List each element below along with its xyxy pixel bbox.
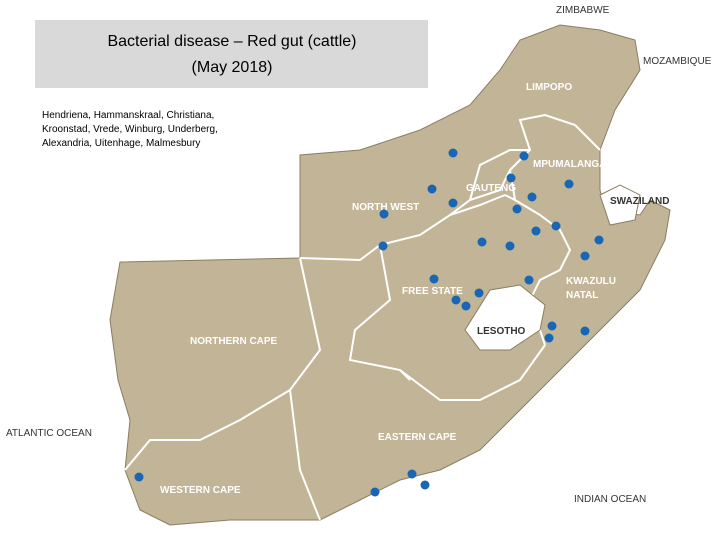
province-label: LIMPOPO	[526, 82, 572, 93]
towns: Kroonstad, Vrede, Winburg, Underberg,	[42, 124, 218, 135]
province-label: KWAZULU	[566, 276, 616, 287]
province-label: NATAL	[566, 290, 598, 301]
ocean-label: ATLANTIC OCEAN	[6, 428, 92, 439]
lesotho-shape	[464, 284, 546, 351]
country-shape	[109, 24, 671, 526]
outbreak-dots	[134, 148, 604, 497]
towns: Alexandria, Uitenhage, Malmesbury	[42, 138, 200, 149]
title: Bacterial disease – Red gut (cattle)	[107, 33, 356, 50]
province-label: MPUMALANGA	[533, 159, 606, 170]
province-label: NORTHERN CAPE	[190, 336, 278, 347]
country-label: LESOTHO	[477, 326, 526, 337]
swaziland-shape	[599, 184, 641, 226]
ocean-label: INDIAN OCEAN	[574, 494, 646, 505]
province-label: GAUTENG	[466, 183, 516, 194]
country-label: SWAZILAND	[610, 196, 669, 207]
province-borders	[124, 113, 601, 521]
province-label: NORTH WEST	[352, 202, 419, 213]
country-label: ZIMBABWE	[556, 5, 610, 16]
title: (May 2018)	[192, 59, 273, 76]
province-label: WESTERN CAPE	[160, 485, 241, 496]
country-label: MOZAMBIQUE	[643, 56, 712, 67]
province-label: FREE STATE	[402, 286, 463, 297]
towns: Hendriena, Hammanskraal, Christiana,	[42, 110, 214, 121]
province-label: EASTERN CAPE	[378, 432, 457, 443]
title-box	[35, 20, 428, 88]
